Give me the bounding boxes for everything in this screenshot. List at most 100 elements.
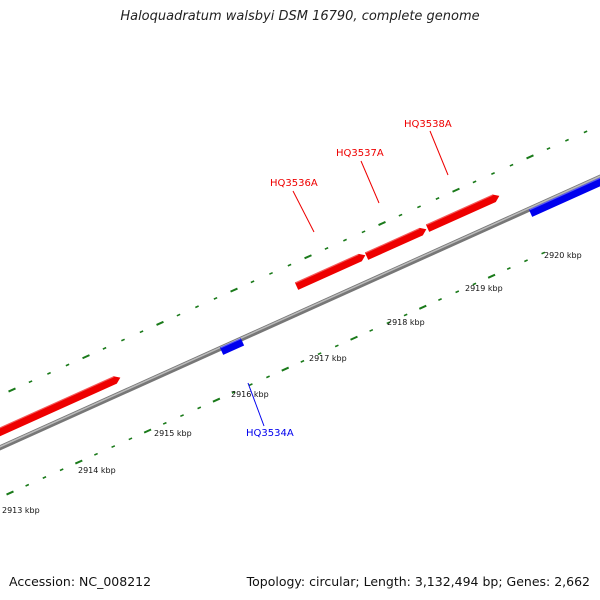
lower-major-tick: [6, 490, 14, 496]
gene-label-hq3536a[interactable]: HQ3536A: [270, 178, 318, 189]
lower-major-tick: [418, 304, 427, 310]
lower-major-tick: [212, 397, 221, 403]
upper-minor-tick: [287, 263, 292, 267]
upper-major-tick: [378, 221, 386, 226]
scale-label: 2915 kbp: [154, 429, 192, 438]
upper-minor-tick: [546, 147, 551, 151]
lower-minor-tick: [403, 313, 408, 317]
lower-minor-tick: [334, 344, 339, 348]
gene-features: [0, 176, 600, 438]
scale-label: 2917 kbp: [309, 354, 347, 363]
lower-minor-tick: [59, 468, 64, 472]
upper-minor-tick: [139, 330, 144, 334]
gene-arrow-hq3537a[interactable]: [364, 227, 427, 260]
gene-label-hq3534a[interactable]: HQ3534A: [246, 428, 294, 439]
upper-minor-tick: [213, 296, 218, 300]
upper-major-tick: [156, 320, 164, 326]
lower-major-tick: [350, 335, 358, 341]
gene-arrow-hq3534a-bevel: [220, 338, 241, 349]
accession-text: Accession: NC_008212: [9, 574, 152, 589]
upper-minor-tick: [324, 246, 329, 250]
lower-major-tick: [487, 273, 496, 279]
upper-minor-tick: [269, 271, 273, 275]
upper-minor-tick: [195, 305, 199, 309]
upper-major-tick: [304, 254, 312, 260]
upper-minor-tick: [361, 230, 366, 234]
lower-tick-track: [6, 251, 546, 496]
lower-minor-tick: [386, 321, 391, 325]
lower-minor-tick: [472, 282, 477, 286]
label-leader-line: [292, 190, 315, 233]
lower-minor-tick: [369, 328, 374, 332]
gene-arrow-hq3534a[interactable]: [219, 338, 245, 355]
lower-minor-tick: [300, 359, 305, 363]
scale-label: 2916 kbp: [231, 390, 269, 399]
gene-arrow-hq3538a[interactable]: [425, 194, 500, 232]
gene-arrow-hq3536a-bevel: [295, 253, 359, 284]
gene-arrow-hq3537a-bevel: [365, 227, 420, 254]
upper-minor-tick: [28, 380, 33, 384]
lower-minor-tick: [541, 251, 546, 255]
lower-minor-tick: [25, 483, 30, 487]
gene-arrow-right-bevel: [529, 177, 600, 211]
lower-minor-tick: [438, 298, 442, 301]
map-title: Haloquadratum walsbyi DSM 16790, complet…: [120, 9, 480, 24]
lower-minor-tick: [248, 383, 253, 387]
upper-minor-tick: [343, 238, 347, 242]
map-labels: 2913 kbp 2914 kbp 2915 kbp 2916 kbp 2917 kbp…: [2, 119, 582, 515]
lower-minor-tick: [506, 267, 511, 270]
label-leader-line: [247, 382, 265, 427]
upper-minor-tick: [176, 313, 181, 317]
upper-tick-track: [8, 130, 588, 393]
upper-major-tick: [82, 354, 90, 360]
lower-minor-tick: [266, 375, 270, 379]
upper-major-tick: [230, 287, 238, 293]
label-leaders: [247, 130, 449, 427]
upper-minor-tick: [121, 338, 125, 342]
lower-minor-tick: [94, 452, 98, 456]
gene-arrow-hq3536a[interactable]: [294, 253, 366, 290]
upper-minor-tick: [417, 205, 421, 209]
label-leader-line: [360, 160, 380, 204]
upper-minor-tick: [565, 138, 569, 142]
upper-minor-tick: [491, 172, 495, 175]
lower-major-tick: [74, 459, 83, 465]
upper-minor-tick: [102, 346, 107, 350]
gene-arrow-left-bevel: [0, 376, 114, 429]
upper-minor-tick: [583, 130, 588, 134]
upper-minor-tick: [472, 180, 477, 184]
lower-minor-tick: [111, 445, 116, 449]
upper-minor-tick: [435, 197, 440, 200]
upper-major-tick: [452, 187, 460, 193]
gene-label-hq3537a[interactable]: HQ3537A: [336, 148, 384, 159]
scale-label: 2920 kbp: [544, 251, 582, 260]
genome-backbone: [0, 174, 600, 451]
lower-minor-tick: [317, 352, 322, 356]
scale-label: 2919 kbp: [465, 284, 503, 293]
lower-major-tick: [143, 428, 152, 434]
upper-minor-tick: [47, 371, 51, 375]
scale-label: 2913 kbp: [2, 506, 40, 515]
scale-label: 2914 kbp: [78, 466, 116, 475]
lower-minor-tick: [524, 259, 528, 263]
gene-label-hq3538a[interactable]: HQ3538A: [404, 119, 452, 130]
lower-minor-tick: [231, 390, 236, 394]
lower-minor-tick: [162, 421, 167, 425]
genome-summary-text: Topology: circular; Length: 3,132,494 bp…: [246, 574, 590, 589]
upper-minor-tick: [398, 213, 403, 217]
upper-minor-tick: [250, 280, 255, 284]
lower-minor-tick: [455, 290, 460, 294]
upper-minor-tick: [65, 363, 70, 367]
upper-major-tick: [526, 154, 534, 160]
upper-minor-tick: [509, 163, 514, 167]
lower-minor-tick: [180, 414, 184, 418]
gene-arrow-right[interactable]: [528, 176, 600, 217]
lower-minor-tick: [197, 406, 202, 410]
label-leader-line: [429, 130, 449, 176]
lower-minor-tick: [128, 437, 133, 441]
gene-arrow-left[interactable]: [0, 376, 121, 438]
upper-major-tick: [8, 387, 16, 393]
genome-backbone-highlight: [0, 175, 600, 448]
lower-minor-tick: [42, 476, 47, 479]
